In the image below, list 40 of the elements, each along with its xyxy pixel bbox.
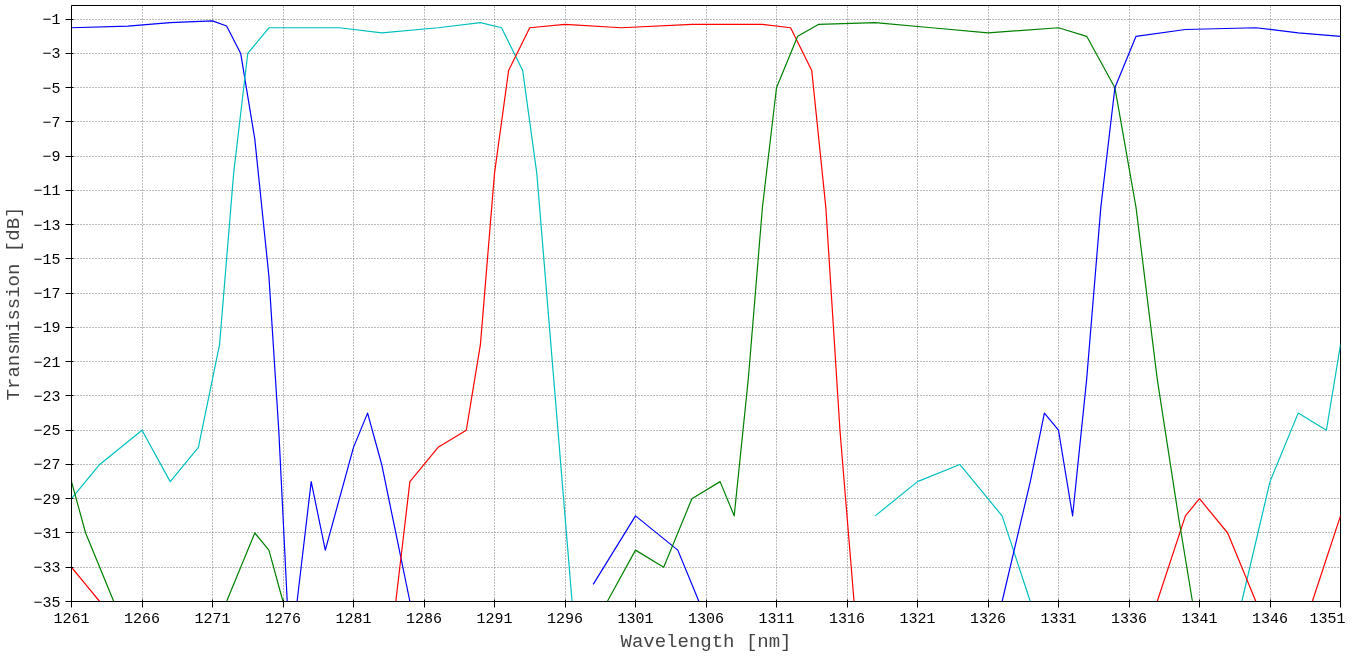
y-tick-label: −35 (33, 594, 61, 612)
y-tick-label: −25 (33, 423, 61, 441)
x-tick-label: 1291 (476, 610, 513, 628)
line-series (1001, 27, 1341, 602)
x-tick-label: 1301 (617, 610, 654, 628)
x-tick-label: 1286 (406, 610, 443, 628)
x-tick-label: 1281 (335, 610, 372, 628)
x-tick-label: 1266 (124, 610, 161, 628)
x-tick-label: 1351 (1309, 610, 1346, 628)
y-tick-label: −5 (42, 80, 61, 98)
x-tick-label: 1316 (829, 610, 866, 628)
y-tick-label: −29 (33, 491, 61, 509)
x-tick-label: 1311 (758, 610, 795, 628)
y-tick-label: −7 (42, 114, 61, 132)
x-tick-label: 1331 (1040, 610, 1077, 628)
x-tick-label: 1336 (1111, 610, 1148, 628)
y-tick-label: −15 (33, 251, 61, 269)
y-tick-label: −1 (42, 12, 61, 30)
x-tick-label: 1271 (194, 610, 231, 628)
x-axis-title: Wavelength [nm] (620, 630, 792, 653)
x-tick-label: 1306 (688, 610, 725, 628)
y-tick-label: −23 (33, 388, 61, 406)
x-tick-label: 1321 (899, 610, 936, 628)
x-tick-label: 1326 (970, 610, 1007, 628)
y-tick-label: −19 (33, 320, 61, 338)
x-tick-label: 1341 (1181, 610, 1218, 628)
x-tick-label: 1276 (265, 610, 302, 628)
y-tick-label: −11 (33, 183, 61, 201)
y-tick-label: −17 (33, 286, 61, 304)
y-tick-label: −27 (33, 457, 61, 475)
y-tick-label: −3 (42, 46, 61, 64)
y-tick-label: −33 (33, 560, 61, 578)
x-tick-label: 1346 (1252, 610, 1289, 628)
x-tick-label: 1296 (547, 610, 584, 628)
y-tick-label: −13 (33, 217, 61, 235)
x-tick-label: 1261 (53, 610, 90, 628)
y-tick-label: −21 (33, 354, 61, 372)
y-tick-label: −31 (33, 525, 61, 543)
y-tick-label: −9 (42, 149, 61, 167)
y-axis-title: Transmission [dB] (3, 206, 26, 401)
